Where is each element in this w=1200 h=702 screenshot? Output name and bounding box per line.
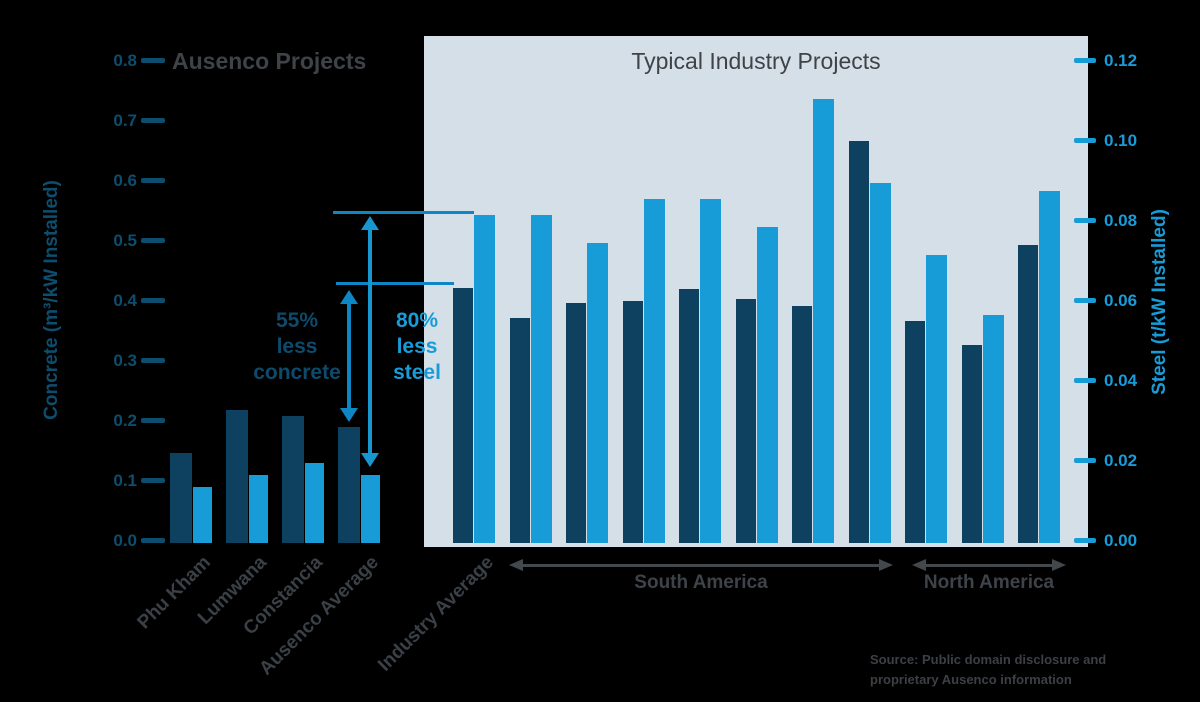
- right-axis-tick-mark: [1074, 378, 1096, 383]
- concrete-reduction-arrow: [340, 290, 358, 422]
- concrete-bar: [848, 141, 869, 543]
- concrete-bar: [226, 409, 248, 543]
- left-axis-tick-mark: [141, 58, 165, 63]
- north-america-span-arrow: [912, 559, 1066, 573]
- concrete-bar: [566, 303, 586, 543]
- north-america-label: North America: [923, 572, 1055, 593]
- right-axis-tick-mark: [1074, 138, 1096, 143]
- left-axis-tick-label: 0.2: [113, 411, 137, 430]
- steel-bar: [756, 227, 778, 543]
- steel-bar: [1039, 191, 1060, 543]
- concrete-bar: [735, 299, 756, 543]
- steel-bar: [474, 215, 495, 543]
- steel-bar: [249, 475, 268, 543]
- left-axis-tick-mark: [141, 238, 165, 243]
- concrete-bar: [170, 453, 192, 543]
- industry-average-steel-reference-line: [333, 211, 474, 214]
- right-axis-tick-label: 0.02: [1104, 451, 1138, 470]
- right-axis-tick-mark: [1074, 218, 1096, 223]
- arrow-shaft: [518, 564, 884, 567]
- left-axis-tick-mark: [141, 358, 165, 363]
- left-axis-tick-label: 0.1: [113, 471, 137, 490]
- concrete-bar: [792, 306, 812, 543]
- right-axis-tick-label: 0.08: [1104, 211, 1138, 230]
- steel-bar: [700, 199, 721, 543]
- south-america-span-arrow: [509, 559, 893, 573]
- left-axis-tick-mark: [141, 478, 165, 483]
- right-axis-tick-mark: [1074, 538, 1096, 543]
- steel-reduction-arrow: [361, 216, 379, 467]
- steel-bar: [361, 475, 380, 543]
- steel-bar: [869, 183, 891, 543]
- left-axis-tick-label: 0.8: [113, 51, 137, 70]
- concrete-bar: [453, 288, 473, 543]
- left-axis-tick-mark: [141, 538, 165, 543]
- left-axis-tick-label: 0.0: [113, 531, 137, 550]
- steel-bar: [530, 215, 552, 543]
- right-axis-tick-label: 0.06: [1104, 291, 1138, 310]
- steel-bar: [982, 315, 1004, 543]
- source-note: Source: Public domain disclosure and pro…: [870, 652, 1107, 688]
- arrow-shaft: [368, 227, 372, 456]
- south-america-label: South America: [634, 572, 768, 593]
- category-label: Industry Average: [374, 552, 498, 676]
- left-axis-tick-label: 0.4: [113, 291, 137, 310]
- ausenco-group-title: Ausenco Projects: [172, 48, 367, 74]
- left-axis-tick-mark: [141, 178, 165, 183]
- steel-bar: [813, 99, 834, 543]
- left-axis-tick-label: 0.5: [113, 231, 137, 250]
- arrow-head-right-icon: [1052, 559, 1066, 571]
- arrow-head-up-icon: [340, 290, 358, 304]
- right-axis-tick-label: 0.10: [1104, 131, 1138, 150]
- steel-bar: [305, 463, 324, 543]
- right-axis-tick-label: 0.00: [1104, 531, 1138, 550]
- concrete-reduction-label: 55% less concrete: [253, 309, 341, 384]
- left-axis-tick-label: 0.6: [113, 171, 137, 190]
- arrow-head-up-icon: [361, 216, 379, 230]
- left-axis-tick-label: 0.7: [113, 111, 137, 130]
- steel-bar: [193, 487, 212, 543]
- arrow-shaft: [347, 301, 351, 411]
- concrete-bar: [1018, 244, 1038, 543]
- steel-axis-title: Steel (t/kW Installed): [1149, 209, 1170, 395]
- right-axis-tick-label: 0.04: [1104, 371, 1138, 390]
- concrete-bar: [338, 427, 360, 543]
- arrow-shaft: [921, 564, 1057, 567]
- concrete-bar: [905, 321, 925, 543]
- industry-average-concrete-reference-line: [336, 282, 454, 285]
- arrow-head-down-icon: [340, 408, 358, 422]
- steel-bar: [643, 199, 665, 543]
- concrete-bar: [622, 301, 643, 543]
- left-axis-tick-label: 0.3: [113, 351, 137, 370]
- concrete-bar: [509, 318, 530, 543]
- industry-group-title: Typical Industry Projects: [631, 48, 881, 74]
- concrete-bar: [282, 416, 304, 543]
- steel-bar: [587, 243, 608, 543]
- left-axis-tick-mark: [141, 418, 165, 423]
- concrete-bar: [679, 289, 699, 543]
- right-axis-tick-mark: [1074, 58, 1096, 63]
- concrete-axis-title: Concrete (m³/kW Installed): [41, 180, 62, 420]
- left-axis-tick-mark: [141, 118, 165, 123]
- right-axis-tick-mark: [1074, 298, 1096, 303]
- arrow-head-down-icon: [361, 453, 379, 467]
- concrete-bar: [961, 345, 982, 543]
- steel-reduction-label: 80% less steel: [393, 309, 441, 384]
- steel-bar: [926, 255, 947, 543]
- arrow-head-left-icon: [912, 559, 926, 571]
- arrow-head-right-icon: [879, 559, 893, 571]
- left-axis-tick-mark: [141, 298, 165, 303]
- right-axis-tick-mark: [1074, 458, 1096, 463]
- right-axis-tick-label: 0.12: [1104, 51, 1138, 70]
- arrow-head-left-icon: [509, 559, 523, 571]
